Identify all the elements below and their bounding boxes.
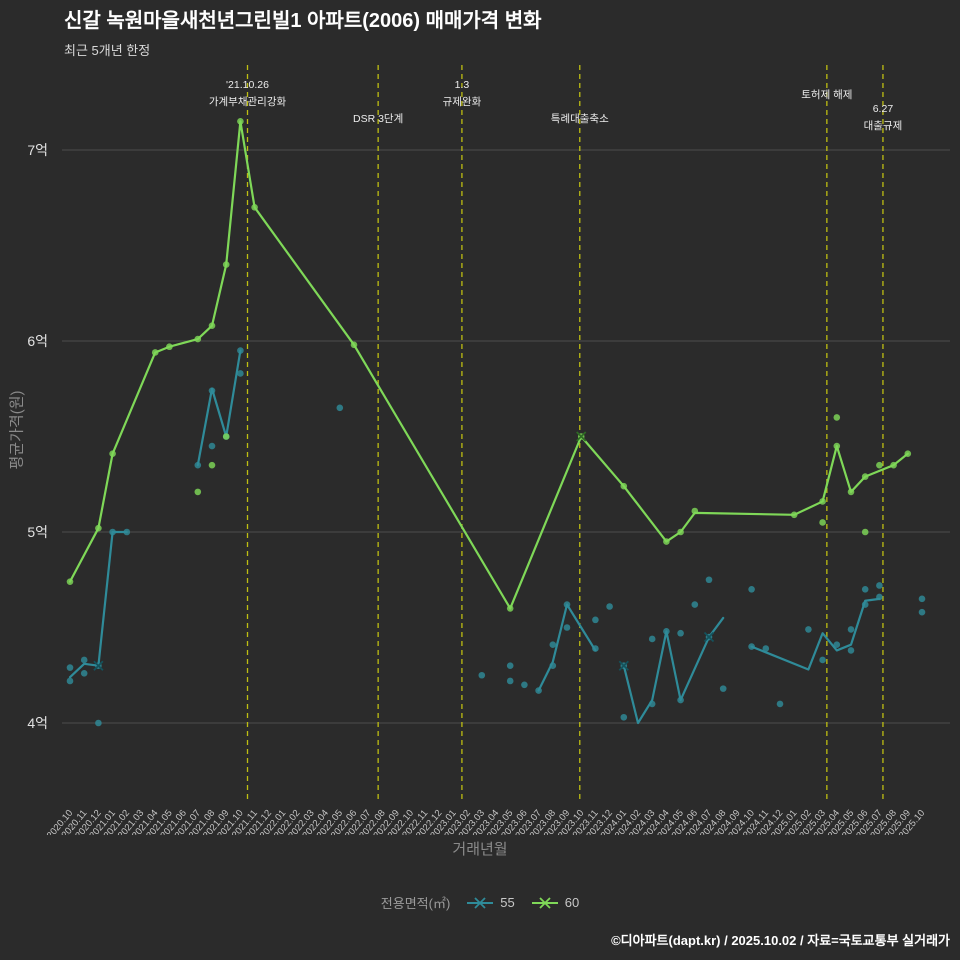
scatter-point-55 [620,713,628,721]
scatter-point-55 [805,626,812,633]
scatter-point-55 [648,635,656,643]
scatter-point-55 [66,664,74,671]
event-label: 1.3 [455,79,470,91]
x-marker-55 [618,660,629,671]
chart-header: 신갈 녹원마을새천년그린빌1 아파트(2006) 매매가격 변화 최근 5개년 … [64,8,542,59]
scatter-point-55 [66,677,74,685]
scatter-point-60 [194,488,202,496]
scatter-point-55 [592,616,599,624]
scatter-point-55 [847,647,855,654]
scatter-point-55 [549,641,557,648]
scatter-point-60 [208,461,216,469]
scatter-point-55 [677,629,684,637]
scatter-point-60 [876,461,883,469]
scatter-point-55 [606,603,613,610]
legend-label-55: 55 [500,895,515,910]
event-label: 규제완화 [443,95,482,108]
x-marker-icon [467,896,494,909]
scatter-point-55 [478,671,486,679]
x-marker-55 [93,660,104,671]
x-marker-55 [703,631,715,643]
series-line-55 [68,530,128,679]
legend: 전용면적(㎡) 55 60 [0,893,960,912]
scatter-point-55 [861,586,869,593]
event-label: '21.10.26 [226,79,269,91]
scatter-point-55 [237,370,244,377]
scatter-point-60 [819,519,826,526]
series-line-60 [68,120,909,610]
event-label: 가계부채관리강화 [209,96,287,108]
legend-title: 전용면적(㎡) [380,896,451,911]
event-label: 6.27 [873,103,894,115]
legend-item-55: 55 [466,895,515,911]
scatter-point-60 [833,414,841,421]
scatter-point-55 [918,608,926,616]
scatter-point-55 [208,442,216,450]
series-line-55 [196,349,242,467]
scatter-point-55 [719,685,727,692]
y-tick-label: 6억 [27,333,48,349]
scatter-point-55 [819,656,826,664]
scatter-point-55 [563,624,571,631]
legend-item-60: 60 [531,895,579,911]
x-axis-title: 거래년월 [452,841,508,858]
scatter-point-55 [762,645,770,652]
scatter-point-55 [506,677,514,685]
scatter-point-55 [506,662,514,669]
scatter-point-55 [80,656,88,664]
scatter-point-55 [705,576,713,584]
series-line-55 [537,603,597,692]
legend-label-60: 60 [564,895,580,910]
scatter-point-55 [521,681,528,689]
page-subtitle: 최근 5개년 한정 [64,43,151,58]
scatter-point-55 [80,670,88,677]
y-tick-label: 7억 [27,142,48,158]
credit-text: ©디아파트(dapt.kr) / 2025.10.02 / 자료=국토교통부 실… [611,933,950,948]
page-title: 신갈 녹원마을새천년그린빌1 아파트(2006) 매매가격 변화 [64,10,542,32]
x-marker-60 [576,431,587,442]
y-tick-label: 4억 [27,715,48,731]
event-label: 토허제 해제 [801,88,852,101]
event-label: 특례대출축소 [551,113,609,125]
scatter-point-60 [222,433,230,440]
scatter-point-55 [847,626,855,633]
scatter-point-55 [95,719,102,727]
x-marker-icon [531,896,558,909]
scatter-point-55 [748,586,755,593]
y-tick-label: 5억 [27,524,48,540]
scatter-point-55 [691,601,699,608]
scatter-point-55 [876,582,883,589]
series-line-55 [750,597,881,671]
event-label: DSR 3단계 [353,113,403,125]
series-line-55 [622,616,725,725]
event-label: 대출규제 [864,120,903,132]
scatter-point-60 [861,528,869,536]
scatter-point-55 [336,404,344,412]
scatter-point-55 [918,595,926,603]
price-line-chart: 4억5억6억7억2020.102020.112020.122021.012021… [27,65,950,835]
scatter-point-55 [833,641,841,648]
scatter-point-55 [776,700,784,708]
